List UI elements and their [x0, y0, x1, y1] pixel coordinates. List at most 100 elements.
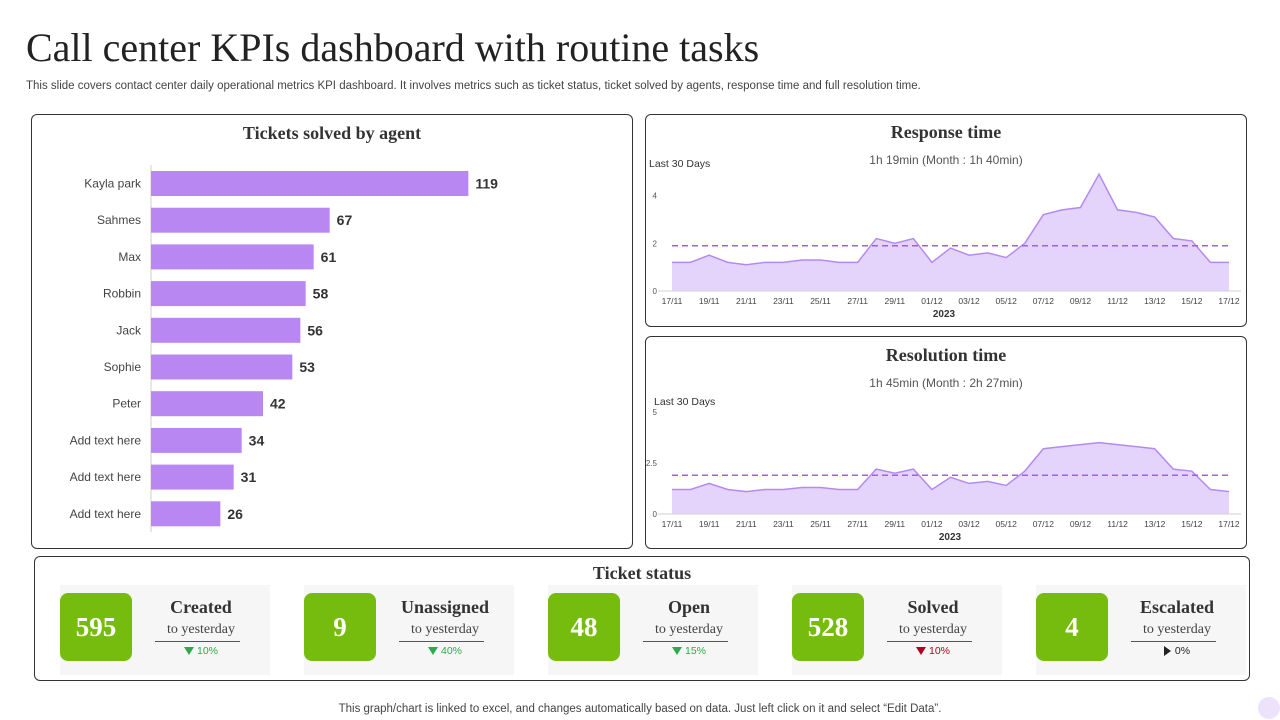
area-series-line[interactable] — [672, 172, 1229, 266]
kpi-label: Solved — [907, 597, 959, 617]
x-tick-label: 09/12 — [1070, 519, 1092, 529]
x-tick-label: 13/12 — [1144, 519, 1166, 529]
x-tick-label: 05/12 — [996, 296, 1018, 306]
tickets-panel: Tickets solved by agent Kayla park 119 Sah… — [31, 114, 633, 549]
bar[interactable] — [151, 391, 263, 417]
kpi-change: 15% — [620, 645, 758, 657]
kpi-value: 9 — [304, 593, 376, 661]
bar-category-label: Sahmes — [97, 213, 141, 227]
bar-category-label: Add text here — [70, 433, 142, 447]
bar-value-label: 58 — [313, 286, 329, 302]
response-panel: Response time 1h 19min (Month : 1h 40min… — [645, 114, 1247, 327]
x-tick-label: 27/11 — [847, 519, 868, 529]
bar-category-label: Max — [118, 250, 141, 264]
kpi-label: Unassigned — [400, 597, 490, 617]
x-tick-label: 17/12 — [1218, 296, 1240, 306]
kpi-change-value: 40% — [440, 645, 462, 657]
tickets-bar-chart[interactable]: Kayla park 119 Sahmes 67 Max 61 Robbin 58 Jack 56… — [32, 115, 632, 548]
kpi-change: 10% — [132, 645, 270, 657]
bar[interactable] — [151, 427, 242, 453]
x-tick-label: 21/11 — [736, 296, 757, 306]
bar-value-label: 61 — [321, 249, 337, 265]
x-tick-label: 29/11 — [884, 519, 905, 529]
divider — [887, 641, 972, 642]
x-tick-label: 07/12 — [1033, 519, 1055, 529]
area-fill — [672, 442, 1229, 514]
x-tick-label: 07/12 — [1033, 296, 1055, 306]
bar-value-label: 42 — [270, 396, 286, 412]
x-tick-label: 13/12 — [1144, 296, 1166, 306]
bar[interactable] — [151, 501, 221, 527]
bar-value-label: 53 — [299, 359, 315, 375]
y-tick-label: 0 — [653, 287, 658, 296]
x-tick-label: 21/11 — [736, 519, 757, 529]
kpi-value: 48 — [548, 593, 620, 661]
bar-value-label: 56 — [307, 322, 323, 338]
kpi-sub: to yesterday — [1142, 622, 1212, 637]
y-tick-label: 0 — [653, 510, 658, 519]
x-tick-label: 19/11 — [699, 519, 720, 529]
x-tick-label: 15/12 — [1181, 296, 1203, 306]
resolution-area-chart[interactable]: Last 30 Days 0 2.5 5 17/11 19/11 21/11 23/11 25/… — [646, 337, 1246, 548]
x-tick-label: 15/12 — [1181, 519, 1203, 529]
bar-category-label: Sophie — [104, 360, 142, 374]
x-tick-label: 11/12 — [1107, 296, 1128, 306]
kpi-sub: to yesterday — [410, 622, 480, 637]
bar[interactable] — [151, 207, 330, 233]
x-tick-label: 25/11 — [810, 296, 831, 306]
x-tick-label: 27/11 — [847, 296, 868, 306]
bar[interactable] — [151, 464, 234, 490]
tickets-panel-title: Tickets solved by agent — [242, 123, 422, 143]
response-panel-subtitle: 1h 19min (Month : 1h 40min) — [869, 153, 1023, 167]
ticket-status-title: Ticket status — [592, 563, 692, 583]
x-axis-title: 2023 — [939, 532, 962, 543]
resolution-panel-title: Resolution time — [885, 345, 1007, 365]
x-tick-label: 01/12 — [921, 296, 943, 306]
bar-value-label: 34 — [249, 432, 265, 448]
kpi-change-value: 10% — [928, 645, 950, 657]
kpi-open: 48 Open to yesterday 15% — [548, 585, 758, 675]
ticket-status-panel: Ticket status 595 Created to yesterday 1… — [34, 556, 1250, 681]
resolution-panel-subtitle: 1h 45min (Month : 2h 27min) — [869, 376, 1023, 390]
y-tick-label: 5 — [653, 408, 658, 417]
kpi-created: 595 Created to yesterday 10% — [60, 585, 270, 675]
bar-category-label: Add text here — [70, 470, 142, 484]
kpi-change-value: 10% — [196, 645, 218, 657]
kpi-escalated: 4 Escalated to yesterday 0% — [1036, 585, 1246, 675]
kpi-sub: to yesterday — [898, 622, 968, 637]
response-area-chart[interactable]: Last 30 Days 0 2 4 17/11 19/11 21/11 23/11 25/11… — [646, 115, 1246, 326]
bar[interactable] — [151, 317, 301, 343]
bar-value-label: 26 — [227, 506, 243, 522]
bar[interactable] — [151, 244, 314, 270]
x-tick-label: 03/12 — [958, 519, 980, 529]
x-tick-label: 19/11 — [699, 296, 720, 306]
x-tick-label: 05/12 — [996, 519, 1018, 529]
footer-note: This graph/chart is linked to excel, and… — [338, 703, 942, 715]
kpi-change: 0% — [1108, 645, 1246, 657]
bar-value-label: 119 — [475, 176, 498, 192]
kpi-value: 528 — [792, 593, 864, 661]
divider — [1131, 641, 1216, 642]
kpi-change-value: 15% — [684, 645, 706, 657]
bar-category-label: Kayla park — [84, 177, 142, 191]
bar[interactable] — [151, 354, 293, 380]
bar-category-label: Add text here — [70, 507, 142, 521]
kpi-label: Open — [667, 597, 710, 617]
x-tick-label: 25/11 — [810, 519, 831, 529]
bar[interactable] — [151, 281, 306, 307]
bar-category-label: Robbin — [103, 287, 141, 301]
area-series-line[interactable] — [672, 441, 1230, 493]
bar[interactable] — [151, 171, 469, 196]
kpi-sub: to yesterday — [654, 622, 724, 637]
kpi-solved: 528 Solved to yesterday 10% — [792, 585, 1002, 675]
x-tick-label: 17/11 — [662, 519, 683, 529]
right-arrow-icon — [1163, 646, 1171, 657]
divider — [399, 641, 484, 642]
y-tick-label: 4 — [653, 192, 658, 201]
chart-annotation: Last 30 Days — [649, 158, 710, 170]
kpi-label: Created — [170, 597, 232, 617]
x-axis-title: 2023 — [933, 309, 956, 320]
y-tick-label: 2.5 — [646, 459, 658, 468]
divider — [643, 641, 728, 642]
kpi-change: 10% — [864, 645, 1002, 657]
